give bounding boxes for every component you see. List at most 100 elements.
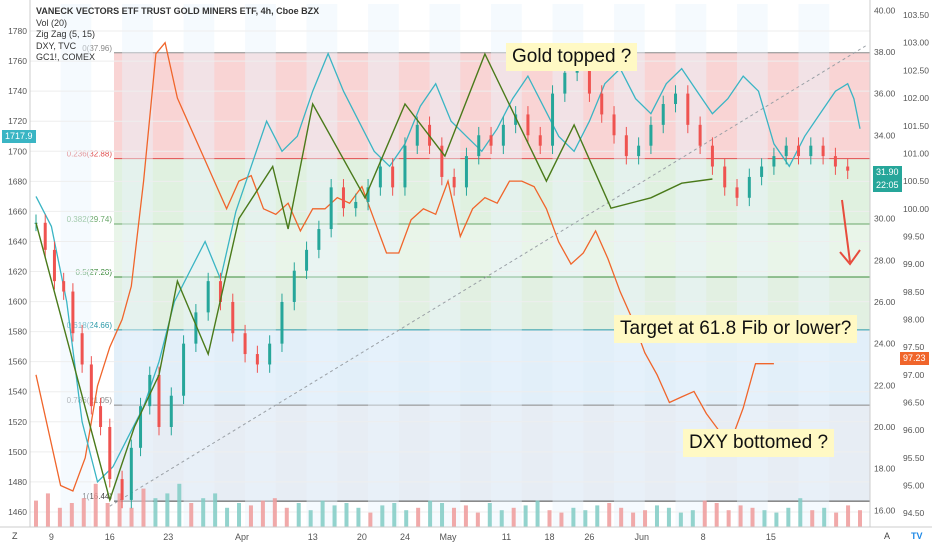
gdx-candle [821, 145, 825, 157]
gdx-candle [563, 72, 567, 94]
gdx-candle [698, 124, 702, 146]
gdx-candle [71, 291, 75, 334]
fib-label: 0.786(21.05) [67, 396, 113, 405]
gdx-candle [120, 479, 124, 500]
legend-volume[interactable]: Vol (20) [36, 17, 68, 28]
gdx-candle [760, 166, 764, 177]
volume-bar [774, 512, 779, 527]
gold-price-tag: 1717.9 [2, 130, 36, 143]
gdx-candle [637, 145, 641, 157]
gold-axis-tick: 1520 [8, 417, 27, 427]
volume-bar [141, 488, 146, 527]
right-axis-panel [870, 0, 932, 550]
gdx-candle [157, 374, 161, 427]
gdx-candle [329, 187, 333, 230]
volume-bar [272, 498, 277, 527]
gdx-candle [501, 124, 505, 146]
volume-bar [499, 510, 504, 527]
time-axis-tick: 24 [400, 532, 410, 542]
callout-gold-topped[interactable]: Gold topped ? [506, 43, 638, 71]
gdx-candle [587, 54, 591, 94]
gdx-candle [489, 135, 493, 146]
volume-bar [726, 510, 731, 527]
gdx-candle [661, 104, 665, 125]
dxy-axis-tick: 96.00 [903, 425, 925, 435]
volume-bar [237, 503, 242, 527]
volume-bar [201, 498, 206, 527]
gdx-candle [747, 176, 751, 198]
time-axis-tick: 26 [584, 532, 594, 542]
gdx-axis-tick: 20.00 [874, 422, 896, 432]
gdx-candle [108, 426, 112, 480]
volume-bar [595, 505, 600, 527]
volume-bar [344, 503, 349, 527]
volume-bar [380, 505, 385, 527]
gdx-axis-tick: 22.00 [874, 380, 896, 390]
volume-bar [643, 510, 648, 527]
gdx-candle [43, 222, 47, 250]
volume-bar [93, 483, 98, 527]
gdx-candle [600, 93, 604, 115]
legend-gold[interactable]: GC1!, COMEX [36, 52, 96, 62]
callout-dxy-bottomed[interactable]: DXY bottomed ? [683, 429, 835, 457]
dxy-axis-tick: 95.00 [903, 480, 925, 490]
volume-bar [45, 493, 50, 527]
callout-target-fib[interactable]: Target at 61.8 Fib or lower? [614, 315, 858, 343]
down-arrow-shaft [841, 199, 851, 263]
volume-bar [475, 512, 480, 527]
gdx-candle [378, 166, 382, 188]
volume-bar [523, 505, 528, 527]
gold-axis-tick: 1560 [8, 357, 27, 367]
gold-axis-tick: 1640 [8, 236, 27, 246]
session-band [306, 4, 338, 527]
dxy-last-price-tag: 97.23 [900, 352, 929, 365]
volume-bar [714, 503, 719, 527]
session-band [429, 4, 461, 527]
dxy-axis-tick: 100.50 [903, 176, 929, 186]
legend-zigzag[interactable]: Zig Zag (5, 15) [36, 29, 96, 39]
dxy-axis-tick: 97.00 [903, 370, 925, 380]
volume-bar [654, 505, 659, 527]
legend-dxy[interactable]: DXY, TVC [36, 40, 77, 51]
gdx-axis-tick: 30.00 [874, 214, 896, 224]
gdx-candle [62, 281, 66, 292]
gdx-candle [464, 156, 468, 188]
gdx-candle [268, 343, 272, 365]
gdx-candle [292, 270, 296, 302]
zoom-corner-label[interactable]: Z [12, 531, 18, 541]
gdx-candle [280, 301, 284, 344]
dxy-axis-tick: 102.50 [903, 65, 929, 75]
gdx-candle [772, 156, 776, 167]
down-arrow-head [839, 249, 861, 266]
fib-label: 0.618(24.66) [67, 321, 113, 330]
volume-bar [810, 510, 815, 527]
gdx-candle [243, 333, 247, 355]
gdx-candle [391, 166, 395, 188]
gdx-candle [129, 447, 133, 500]
time-axis-tick: 16 [105, 532, 115, 542]
gdx-candle [80, 333, 84, 365]
left-axis-panel [0, 0, 30, 550]
fib-label: 0(37.96) [82, 44, 112, 53]
fib-zone [114, 158, 870, 225]
gdx-axis-tick: 34.00 [874, 130, 896, 140]
dxy-series-line [35, 41, 774, 492]
gdx-candle [440, 145, 444, 177]
gdx-candle [526, 114, 530, 136]
volume-bar [428, 500, 433, 527]
gdx-axis-tick: 28.00 [874, 255, 896, 265]
volume-bar [284, 507, 289, 527]
time-axis-tick: 18 [544, 532, 554, 542]
zigzag-line [35, 52, 713, 503]
volume-bar [368, 512, 373, 527]
gold-axis-tick: 1540 [8, 387, 27, 397]
legend-title: VANECK VECTORS ETF TRUST GOLD MINERS ETF… [36, 6, 320, 16]
volume-bar [105, 503, 110, 527]
volume-bar [631, 512, 636, 527]
gdx-candle [735, 187, 739, 198]
gdx-candle [833, 156, 837, 167]
auto-scale-label[interactable]: A [884, 531, 891, 541]
gdx-candle [218, 281, 222, 302]
